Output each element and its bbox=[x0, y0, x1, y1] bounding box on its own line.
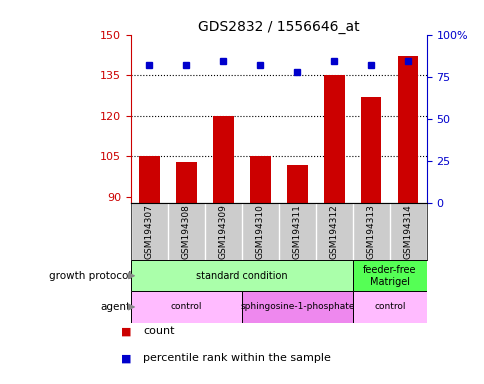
Bar bbox=[131, 260, 352, 291]
Bar bbox=[397, 56, 418, 203]
Bar bbox=[242, 291, 352, 323]
Bar bbox=[361, 97, 381, 203]
Text: control: control bbox=[170, 303, 202, 311]
Text: GSM194307: GSM194307 bbox=[145, 204, 153, 259]
Text: GSM194312: GSM194312 bbox=[329, 204, 338, 259]
Text: GSM194309: GSM194309 bbox=[218, 204, 227, 259]
Bar bbox=[323, 75, 344, 203]
Text: feeder-free
Matrigel: feeder-free Matrigel bbox=[363, 265, 416, 286]
Text: control: control bbox=[373, 303, 405, 311]
Bar bbox=[287, 165, 307, 203]
Bar bbox=[139, 157, 159, 203]
Text: GSM194308: GSM194308 bbox=[182, 204, 191, 259]
Text: GSM194310: GSM194310 bbox=[256, 204, 264, 259]
Bar bbox=[213, 116, 233, 203]
Text: percentile rank within the sample: percentile rank within the sample bbox=[143, 353, 330, 363]
Text: GSM194311: GSM194311 bbox=[292, 204, 301, 259]
Bar bbox=[131, 291, 242, 323]
Text: agent: agent bbox=[101, 302, 131, 312]
Text: sphingosine-1-phosphate: sphingosine-1-phosphate bbox=[240, 303, 354, 311]
Bar bbox=[176, 162, 196, 203]
Text: standard condition: standard condition bbox=[196, 271, 287, 281]
Bar bbox=[250, 157, 270, 203]
Bar bbox=[352, 291, 426, 323]
Text: count: count bbox=[143, 326, 174, 336]
Text: GSM194313: GSM194313 bbox=[366, 204, 375, 259]
Text: ■: ■ bbox=[121, 353, 132, 363]
Bar bbox=[352, 260, 426, 291]
Text: growth protocol: growth protocol bbox=[48, 271, 131, 281]
Text: ■: ■ bbox=[121, 326, 132, 336]
Text: GSM194314: GSM194314 bbox=[403, 204, 412, 259]
Title: GDS2832 / 1556646_at: GDS2832 / 1556646_at bbox=[197, 20, 359, 33]
